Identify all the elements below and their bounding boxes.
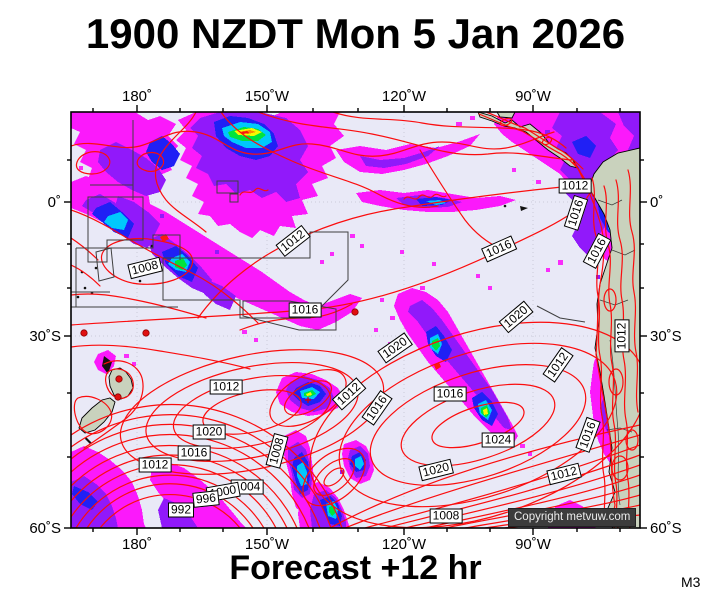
model-tag: M3 <box>681 574 701 590</box>
map-frame <box>70 111 641 529</box>
svg-text:120˚W: 120˚W <box>382 536 427 553</box>
small-islands <box>76 204 528 444</box>
svg-text:30˚S: 30˚S <box>29 328 61 345</box>
svg-text:0˚: 0˚ <box>48 194 61 211</box>
axis-ticks-and-labels: 180˚ 180˚ 150˚W 150˚W 120˚W 120˚W 90˚W 90˚W 0˚ 0˚… <box>29 88 681 553</box>
svg-text:90˚W: 90˚W <box>515 88 552 105</box>
yucatan-land <box>496 112 516 119</box>
front-arrow-marker <box>520 206 528 211</box>
svg-text:120˚W: 120˚W <box>382 88 427 105</box>
svg-text:0˚: 0˚ <box>650 194 663 211</box>
copyright-badge: Copyright metvuw.com <box>508 508 637 527</box>
chart-title: 1900 NZDT Mon 5 Jan 2026 <box>85 10 626 57</box>
svg-text:60˚S: 60˚S <box>29 520 61 537</box>
svg-text:60˚S: 60˚S <box>650 520 682 537</box>
nz-front-arrow <box>102 356 112 374</box>
station-markers <box>80 308 359 403</box>
svg-text:150˚W: 150˚W <box>245 536 290 553</box>
svg-text:150˚W: 150˚W <box>245 88 290 105</box>
model-domain-boxes <box>71 120 586 331</box>
forecast-hour-label: Forecast +12 hr <box>229 549 482 587</box>
svg-text:180˚: 180˚ <box>122 536 152 553</box>
svg-text:180˚: 180˚ <box>122 88 152 105</box>
svg-text:30˚S: 30˚S <box>650 328 682 345</box>
svg-text:90˚W: 90˚W <box>515 536 552 553</box>
